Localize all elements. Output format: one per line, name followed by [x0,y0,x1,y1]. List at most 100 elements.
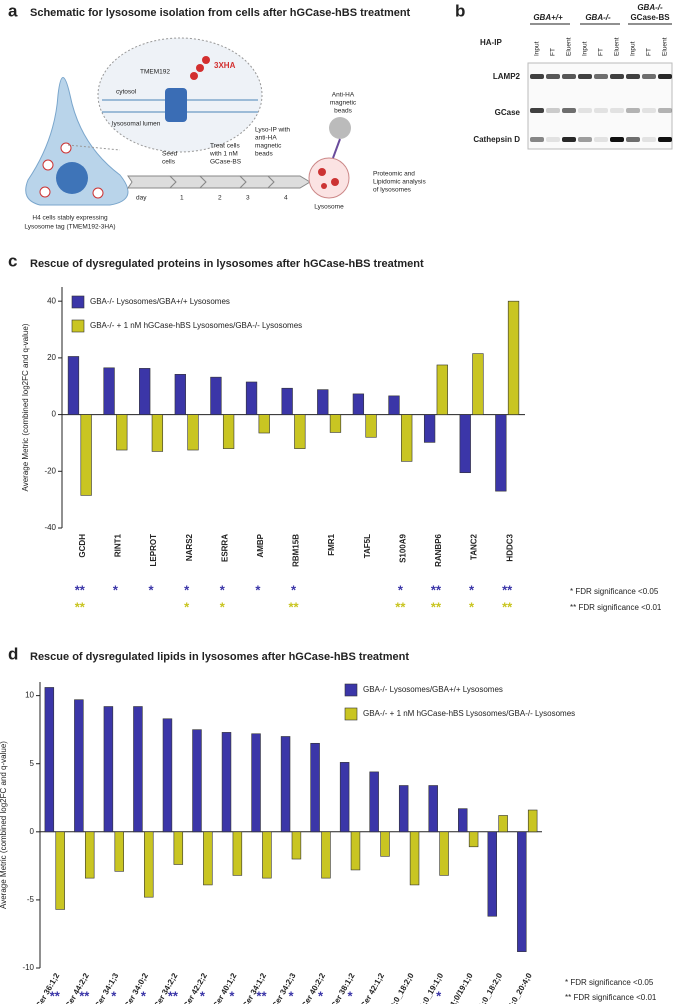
step: anti-HA [255,135,277,142]
legend-swatch [71,295,85,309]
cargo [318,168,339,189]
ha-tag [196,64,204,72]
bar [103,367,115,415]
panel-label: c [8,251,17,270]
bar [55,831,65,910]
band [658,137,672,142]
step: Treat cells [210,143,240,150]
bar [459,414,471,474]
x-tick-label: RANBP6 [434,533,443,566]
y-tick-label: -5 [27,895,35,904]
caption: H4 cells stably expressing [32,215,108,222]
lane-label: Input [582,41,589,56]
bar [103,706,114,833]
bar [472,353,484,415]
significance: * [469,582,475,597]
bar [498,815,508,833]
significance: * [469,599,475,614]
chart-title: Rescue of dysregulated lipids in lysosom… [30,651,409,663]
bar [458,808,468,833]
bead [329,117,351,139]
band [546,137,560,142]
band [578,108,592,113]
y-axis-label: Average Metric (combined log2FC and q-va… [21,323,30,491]
bar [401,414,413,462]
note: ** FDR significance <0.01 [565,993,657,1002]
x-tick-label: HDDC3 [505,533,514,561]
x-tick-label: AMBP [256,533,265,557]
x-tick-label: NARS2 [185,533,194,561]
significance: * [288,988,294,1003]
significance: ** [288,599,299,614]
label: TMEM192 [140,69,170,76]
legend-swatch [344,683,358,697]
bar [339,762,350,833]
bar [291,831,302,860]
ha-tag [190,72,198,80]
label: of lysosomes [373,187,412,194]
bar [44,687,55,833]
step: GCase-BS [210,159,242,166]
significance: ** [256,988,267,1003]
label: cytosol [116,89,137,96]
label: 3XHA [214,61,236,70]
bar [245,381,258,415]
band [562,108,576,113]
group: GBA-/- [637,3,663,12]
day: 3 [246,195,250,202]
significance: * [291,582,297,597]
bar [423,414,436,443]
band [578,74,592,79]
y-tick-label: 5 [30,759,35,768]
significance: * [220,582,226,597]
significance: * [398,582,404,597]
tmem192 [165,88,187,122]
lane-label: FT [598,48,605,56]
row-label: GCase [495,108,521,117]
legend-swatch [344,707,358,721]
lane-label: Eluent [566,37,573,56]
group: GBA+/+ [533,13,563,22]
band [562,74,576,79]
band [626,137,640,142]
step: magnetic [255,143,282,150]
band [594,108,608,113]
bar [495,414,507,492]
bar [365,414,377,438]
note: * FDR significance <0.05 [565,978,654,987]
step: with 1 nM [209,151,238,158]
significance: * [184,599,190,614]
panel-title: Schematic for lysosome isolation from ce… [30,7,411,19]
legend-swatch [71,319,85,333]
band [626,108,640,113]
bar [468,831,479,848]
legend-label: GBA-/- Lysosomes/GBA+/+ Lysosomes [90,297,230,306]
row-label: LAMP2 [493,72,521,81]
bar [80,414,92,496]
lane-label: FT [646,48,653,56]
x-tick-label: HexCer 42:1;2 [352,971,387,1004]
label: Anti-HA [332,92,355,99]
significance: ** [75,599,86,614]
bar [192,729,202,833]
significance: * [111,988,117,1003]
bar [310,742,320,833]
significance: ** [168,988,179,1003]
bar [527,809,538,833]
bar [436,364,448,415]
y-tick-label: -10 [22,963,34,972]
lane-label: Eluent [614,37,621,56]
band [578,137,592,142]
bar [133,706,143,833]
bar [507,300,520,415]
band [610,74,624,79]
bar [221,732,232,833]
bar [84,831,95,879]
y-tick-label: 20 [47,353,56,362]
bar [258,414,270,434]
significance: * [149,582,155,597]
bar [280,736,291,833]
label: Lysosome [314,204,344,211]
label: beads [334,108,352,115]
lane-label: Eluent [662,37,669,56]
